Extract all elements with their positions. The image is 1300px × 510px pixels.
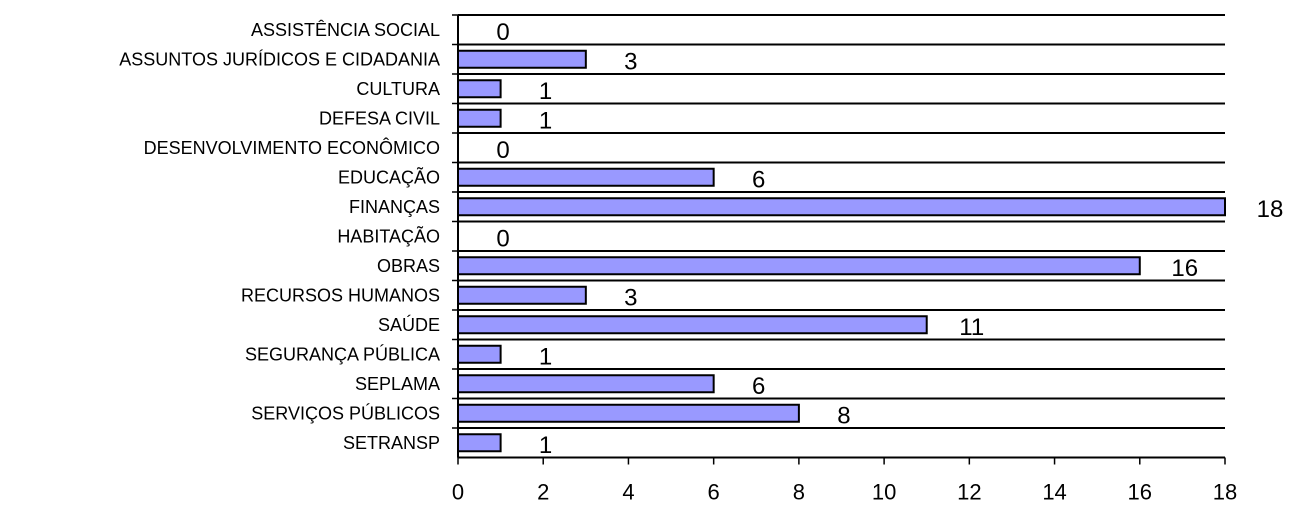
data-label: 1 — [539, 432, 552, 459]
category-label: HABITAÇÃO — [337, 225, 440, 246]
bar — [457, 285, 587, 305]
data-label: 3 — [624, 284, 637, 311]
category-label: SETRANSP — [343, 433, 440, 453]
x-tick-label: 6 — [708, 480, 720, 505]
bar — [457, 403, 800, 423]
data-label: 0 — [496, 19, 509, 46]
x-axis: 0 2 4 6 8 10 12 14 16 18 — [452, 14, 1237, 505]
data-label: 1 — [539, 107, 552, 134]
data-label: 18 — [1257, 196, 1284, 223]
category-label: SEPLAMA — [355, 374, 440, 394]
category-label: OBRAS — [377, 256, 440, 276]
data-label: 0 — [496, 137, 509, 164]
bar — [457, 256, 1141, 276]
category-labels: ASSISTÊNCIA SOCIAL ASSUNTOS JURÍDICOS E C… — [119, 20, 440, 453]
x-tick-label: 2 — [537, 480, 549, 505]
data-label: 3 — [624, 48, 637, 75]
x-tick-label: 16 — [1128, 480, 1152, 505]
category-label: FINANÇAS — [349, 197, 440, 217]
category-label: SAÚDE — [378, 314, 440, 335]
x-tick-label: 10 — [872, 480, 896, 505]
category-label: CULTURA — [356, 79, 440, 99]
bar — [457, 433, 502, 453]
data-label: 1 — [539, 343, 552, 370]
category-label: RECURSOS HUMANOS — [241, 285, 440, 305]
bar — [457, 49, 587, 69]
x-tick-label: 14 — [1042, 480, 1066, 505]
bar — [457, 374, 715, 394]
bar — [457, 197, 1226, 217]
data-label: 1 — [539, 78, 552, 105]
bar — [457, 79, 502, 99]
data-label: 6 — [752, 373, 765, 400]
bar — [457, 108, 502, 128]
x-tick-label: 18 — [1213, 480, 1237, 505]
category-label: ASSISTÊNCIA SOCIAL — [251, 20, 440, 40]
x-tick-label: 0 — [452, 480, 464, 505]
data-label: 0 — [496, 225, 509, 252]
data-label: 6 — [752, 166, 765, 193]
bar — [457, 167, 715, 187]
x-tick-label: 4 — [622, 480, 634, 505]
data-label: 16 — [1171, 255, 1198, 282]
category-label: DESENVOLVIMENTO ECONÔMICO — [144, 137, 440, 158]
x-tick-label: 8 — [793, 480, 805, 505]
x-tick-label: 12 — [957, 480, 981, 505]
category-label: SEGURANÇA PÚBLICA — [245, 343, 440, 364]
bar — [457, 315, 928, 335]
data-label: 11 — [959, 314, 984, 341]
bar — [457, 344, 502, 364]
category-label: ASSUNTOS JURÍDICOS E CIDADANIA — [119, 49, 440, 69]
category-label: DEFESA CIVIL — [319, 108, 440, 128]
category-label: SERVIÇOS PÚBLICOS — [251, 402, 440, 423]
grid-lines — [458, 14, 1225, 459]
data-label: 8 — [837, 402, 850, 429]
category-label: EDUCAÇÃO — [338, 166, 440, 187]
